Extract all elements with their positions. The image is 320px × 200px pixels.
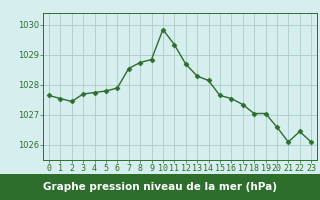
Text: Graphe pression niveau de la mer (hPa): Graphe pression niveau de la mer (hPa): [43, 182, 277, 192]
